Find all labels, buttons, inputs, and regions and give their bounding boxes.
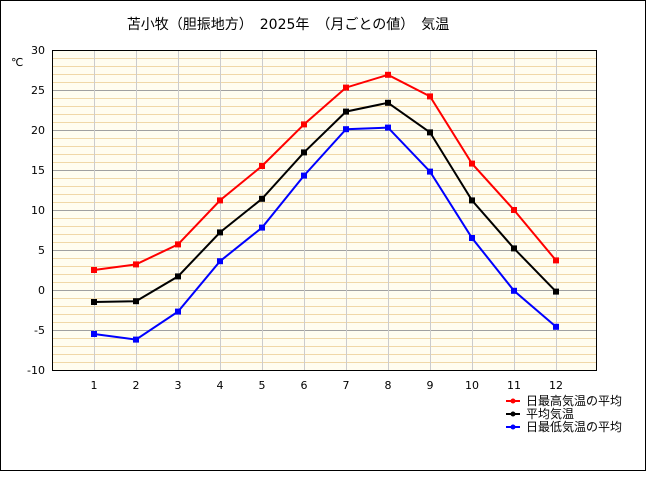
series-2 [91,99,559,305]
data-point-marker [427,168,433,175]
legend-label: 平均気温 [526,406,574,421]
y-tick-label: 15 [31,164,45,177]
series-lines [91,71,559,343]
data-point-marker [511,245,517,252]
data-point-marker [469,197,475,204]
x-tick-label: 10 [465,379,479,392]
x-tick-label: 3 [175,379,182,392]
data-point-marker [91,331,97,337]
x-tick-label: 12 [549,379,563,392]
x-tick-label: 1 [91,379,98,392]
data-point-marker [385,99,391,106]
y-tick-label: 30 [31,44,45,57]
series-line [93,101,557,303]
data-point-marker [385,124,391,131]
y-tick-label: 25 [31,84,45,97]
series-1 [91,71,559,273]
legend-marker [510,411,516,417]
x-tick-label: 7 [343,379,350,392]
data-point-marker [133,298,139,305]
data-point-marker [301,149,307,156]
data-point-marker [91,267,97,273]
x-tick-label: 4 [217,379,224,392]
data-point-marker [511,287,517,294]
data-point-marker [217,258,223,265]
x-tick-label: 5 [259,379,266,392]
y-axis-unit-label: ℃ [11,56,23,69]
y-tick-label: 0 [38,284,45,297]
legend-label: 日最高気温の平均 [526,393,622,408]
series-3 [91,124,559,343]
y-tick-label: 5 [38,244,45,257]
x-tick-label: 9 [427,379,434,392]
data-point-marker [427,93,433,100]
data-point-marker [511,207,517,213]
data-point-marker [217,197,223,204]
data-point-marker [133,336,139,343]
x-tick-label: 2 [133,379,140,392]
data-point-marker [91,299,97,305]
data-point-marker [259,195,265,202]
data-point-marker [301,121,307,128]
data-point-marker [469,235,475,241]
data-point-marker [175,241,181,248]
data-point-marker [301,172,307,179]
y-tick-label: 10 [31,204,45,217]
y-tick-label: 20 [31,124,45,137]
data-point-marker [175,308,181,315]
x-tick-label: 11 [507,379,521,392]
legend-marker [510,424,516,430]
data-point-marker [385,71,391,78]
y-tick-label: -10 [27,364,45,377]
data-point-marker [553,257,559,264]
data-point-marker [553,323,559,330]
legend-label: 日最低気温の平均 [526,419,622,434]
y-axis-ticks: -10 -5 0 5 10 15 20 25 30 [27,44,45,377]
data-point-marker [427,129,433,136]
data-point-marker [553,288,559,295]
chart-title: 苫小牧（胆振地方） 2025年 （月ごとの値） 気温 [127,16,450,33]
data-point-marker [343,126,349,133]
data-point-marker [175,273,181,280]
data-point-marker [259,163,265,169]
x-tick-label: 8 [385,379,392,392]
data-point-marker [259,224,265,231]
data-point-marker [343,108,349,115]
x-axis-ticks: 1 2 3 4 5 6 7 8 9 10 11 12 [91,379,564,392]
series-line [93,73,557,271]
data-point-marker [133,261,139,268]
x-tick-label: 6 [301,379,308,392]
data-point-marker [469,160,475,167]
data-point-marker [217,229,223,236]
legend-marker [510,398,516,404]
series-line [93,126,557,341]
grid-lines [52,50,596,370]
data-point-marker [343,84,349,91]
plot-border [52,50,597,371]
y-tick-label: -5 [34,324,45,337]
